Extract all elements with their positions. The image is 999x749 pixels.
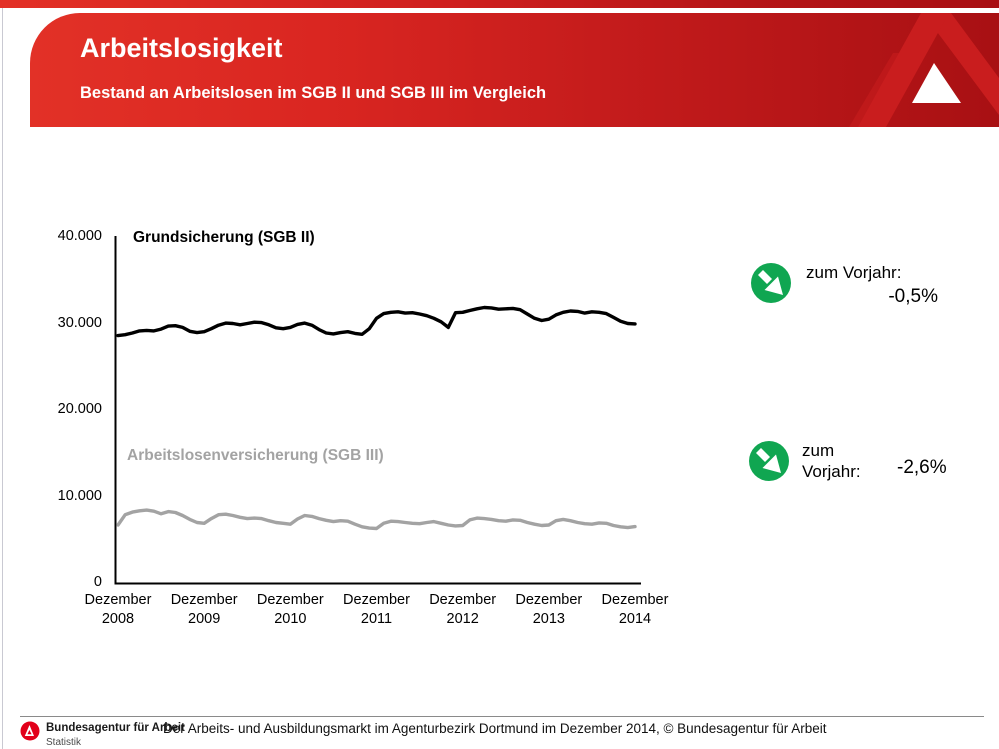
page-left-border bbox=[2, 8, 3, 749]
yoy-text: zum Vorjahr: -0,5% bbox=[806, 262, 938, 307]
x-tick-line: Dezember bbox=[256, 592, 324, 608]
logo-a-counter bbox=[27, 730, 32, 735]
footer-brand: Bundesagentur für Arbeit bbox=[46, 722, 185, 734]
x-tick-label: Dezember 2011 bbox=[332, 591, 422, 629]
x-tick-line: Dezember bbox=[429, 592, 497, 608]
x-tick-label: Dezember 2013 bbox=[504, 591, 594, 629]
x-tick-line: 2009 bbox=[188, 611, 221, 627]
x-tick-label: Dezember 2014 bbox=[590, 591, 680, 629]
x-tick-line: Dezember bbox=[170, 592, 238, 608]
x-tick-line: 2012 bbox=[446, 611, 479, 627]
logo-counter-triangle bbox=[912, 63, 961, 103]
x-tick-line: 2011 bbox=[360, 611, 393, 627]
page-title: Arbeitslosigkeit bbox=[80, 33, 283, 63]
x-tick-line: Dezember bbox=[343, 592, 410, 608]
series-label-sgb3: Arbeitslosenversicherung (SGB III) bbox=[127, 447, 384, 464]
series-label-sgb2: Grundsicherung (SGB II) bbox=[133, 229, 315, 246]
footer-caption: Der Arbeits- und Ausbildungsmarkt im Age… bbox=[163, 721, 827, 736]
yoy-label: zum Vorjahr: bbox=[802, 441, 861, 481]
yoy-value: -2,6% bbox=[897, 457, 947, 478]
y-tick-label: 0 bbox=[93, 574, 102, 590]
arrow-head bbox=[764, 276, 783, 295]
x-tick-line: 2008 bbox=[101, 611, 135, 627]
green-circle bbox=[749, 441, 789, 481]
arrow-head bbox=[762, 454, 781, 473]
x-tick-label: Dezember 2009 bbox=[159, 591, 249, 629]
y-tick-label: 20.000 bbox=[57, 401, 102, 417]
x-tick-line: Dezember bbox=[84, 592, 152, 608]
green-circle bbox=[751, 263, 791, 303]
series-line-sgb3 bbox=[116, 508, 637, 531]
x-tick-line: 2014 bbox=[618, 611, 652, 627]
x-tick-line: Dezember bbox=[601, 592, 669, 608]
yoy-value: -0,5% bbox=[888, 286, 938, 307]
x-tick-label: Dezember 2008 bbox=[73, 591, 163, 629]
top-red-strip bbox=[0, 0, 999, 8]
header-banner: Arbeitslosigkeit Bestand an Arbeitslosen… bbox=[30, 13, 999, 127]
footer-brand-sub: Statistik bbox=[46, 737, 82, 748]
y-tick-label: 40.000 bbox=[57, 228, 102, 244]
logo-left-leg bbox=[858, 13, 949, 127]
ba-logo-icon bbox=[20, 721, 40, 741]
yoy-badge-sgb3: zum Vorjahr: -2,6% bbox=[748, 440, 947, 482]
ba-arrow-logo-icon bbox=[849, 13, 999, 127]
footer-divider bbox=[20, 716, 984, 717]
x-tick-label: Dezember 2012 bbox=[418, 591, 508, 629]
x-tick-line: Dezember bbox=[515, 592, 583, 608]
series-line-sgb2 bbox=[116, 305, 637, 338]
arrow-shaft bbox=[756, 448, 770, 462]
y-tick-label: 30.000 bbox=[57, 314, 102, 331]
yoy-badge-sgb2: zum Vorjahr: -0,5% bbox=[750, 262, 938, 307]
x-tick-line: 2013 bbox=[532, 611, 565, 627]
trend-down-arrow-icon bbox=[749, 441, 789, 481]
x-tick-line: 2010 bbox=[274, 611, 307, 627]
logo-right-leg bbox=[923, 13, 999, 115]
yoy-label: zum Vorjahr: bbox=[806, 263, 902, 282]
arrow-shaft bbox=[758, 270, 772, 284]
trend-down-arrow-icon bbox=[751, 263, 791, 303]
y-tick-label: 10.000 bbox=[57, 487, 102, 504]
x-tick-label: Dezember 2010 bbox=[245, 591, 335, 629]
page-subtitle: Bestand an Arbeitslosen im SGB II und SG… bbox=[80, 84, 547, 102]
